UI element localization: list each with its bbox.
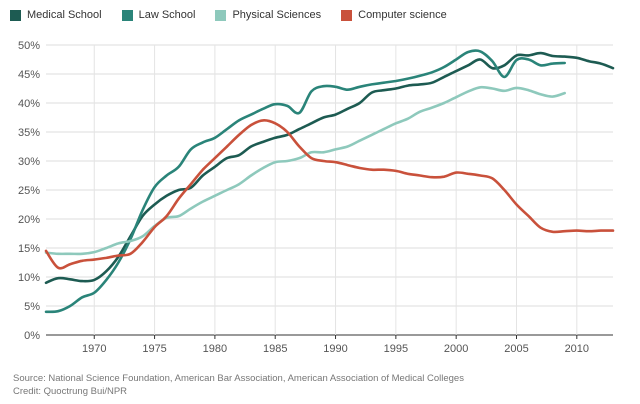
y-tick-label: 35% <box>18 127 40 139</box>
legend-label-law-school: Law School <box>138 9 196 21</box>
chart-source-note: Source: National Science Foundation, Ame… <box>13 372 464 398</box>
y-tick-label: 5% <box>24 301 40 313</box>
y-tick-label: 15% <box>18 243 40 255</box>
legend-item-law-school: Law School <box>121 9 196 21</box>
series-line-medical-school <box>44 51 615 285</box>
line-chart: 0% 5% 10% 15% 20% 25% 30% 35% 40% 45% 50% 1970 1975 1… <box>18 40 615 355</box>
x-tick-label: 1975 <box>142 343 166 355</box>
x-tick-label: 2005 <box>504 343 528 355</box>
legend-label-computer-science: Computer science <box>358 9 447 21</box>
gridlines <box>46 44 613 336</box>
legend-swatch-medical-school <box>10 9 21 21</box>
y-tick-label: 50% <box>18 40 40 52</box>
legend-label-physical-sciences: Physical Sciences <box>232 9 322 21</box>
legend-item-computer-science: Computer science <box>341 9 447 21</box>
x-tick-label: 2000 <box>444 343 468 355</box>
series-line-computer-science <box>44 119 615 270</box>
legend-swatch-computer-science <box>341 9 353 21</box>
y-tick-label: 0% <box>24 330 40 342</box>
y-tick-label: 10% <box>18 272 40 284</box>
chart-legend: Medical School Law School Physical Scien… <box>10 6 467 24</box>
x-tick-label: 1990 <box>323 343 347 355</box>
legend-item-medical-school: Medical School <box>10 9 102 21</box>
y-tick-label: 30% <box>18 156 40 168</box>
source-text: Source: National Science Foundation, Ame… <box>13 373 464 384</box>
legend-swatch-physical-sciences <box>215 9 227 21</box>
x-tick-label: 1995 <box>384 343 408 355</box>
series-lines <box>44 49 615 314</box>
y-tick-label: 40% <box>18 98 40 110</box>
legend-label-medical-school: Medical School <box>27 9 102 21</box>
x-tick-label: 1985 <box>263 343 287 355</box>
legend-swatch-law-school <box>121 9 133 21</box>
series-line-law-school <box>44 49 566 314</box>
legend-item-physical-sciences: Physical Sciences <box>215 9 321 21</box>
x-tick-label: 2010 <box>565 343 589 355</box>
credit-text: Credit: Quoctrung Bui/NPR <box>13 386 128 397</box>
y-tick-label: 45% <box>18 69 40 81</box>
y-tick-label: 25% <box>18 185 40 197</box>
axis-ticks: 0% 5% 10% 15% 20% 25% 30% 35% 40% 45% 50% 1970 1975 1… <box>18 40 589 355</box>
x-tick-label: 1970 <box>82 343 106 355</box>
y-tick-label: 20% <box>18 214 40 226</box>
x-tick-label: 1980 <box>203 343 227 355</box>
series-line-physical-sciences <box>44 85 566 256</box>
